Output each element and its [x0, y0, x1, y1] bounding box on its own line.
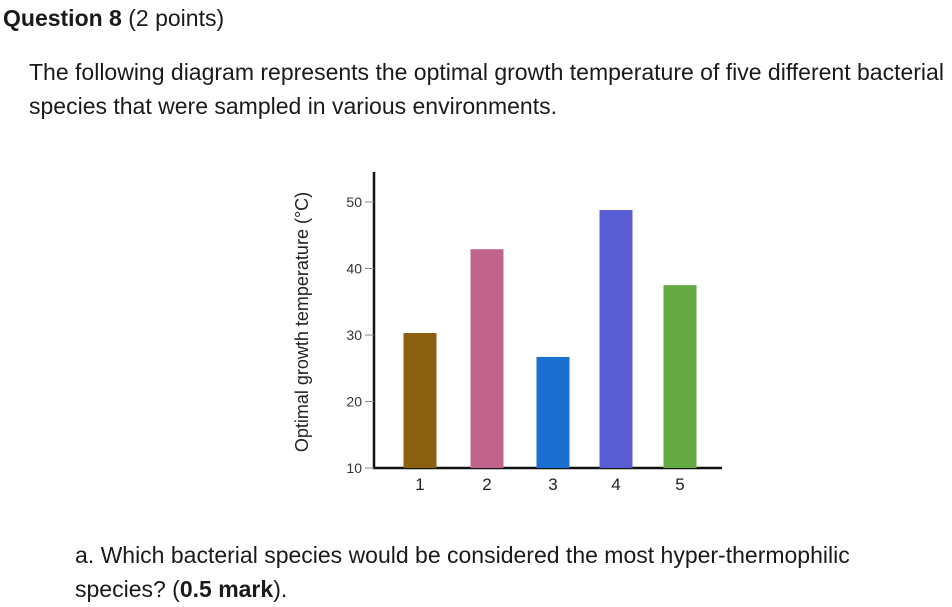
bar-2	[470, 249, 504, 468]
intro-text: The following diagram represents the opt…	[29, 59, 944, 119]
x-tick-label: 5	[675, 475, 684, 494]
question-title: Question 8 (2 points)	[3, 5, 224, 32]
bar-1	[403, 333, 437, 468]
mark-value: 0.5 mark	[179, 576, 274, 602]
x-tick-label: 2	[482, 475, 491, 494]
y-tick-label: 10	[346, 460, 362, 476]
bar-3	[536, 356, 570, 468]
part-a-question: a. Which bacterial species would be cons…	[75, 538, 945, 606]
x-tick-label: 4	[611, 475, 620, 494]
x-tick-label: 3	[548, 475, 557, 494]
question-points: (2 points)	[128, 5, 225, 31]
x-tick-label: 1	[415, 475, 424, 494]
part-a-suffix: ).	[273, 576, 288, 602]
y-tick-label: 50	[346, 194, 362, 210]
y-tick-label: 20	[346, 394, 362, 410]
y-tick-label: 30	[346, 327, 362, 343]
bar-4	[599, 209, 633, 469]
question-number: Question 8	[3, 5, 122, 31]
y-axis-label: Optimal growth temperature (°C)	[292, 192, 312, 452]
bar-5	[663, 285, 697, 468]
part-a-text: a. Which bacterial species would be cons…	[75, 542, 850, 602]
y-tick-label: 40	[346, 261, 362, 277]
